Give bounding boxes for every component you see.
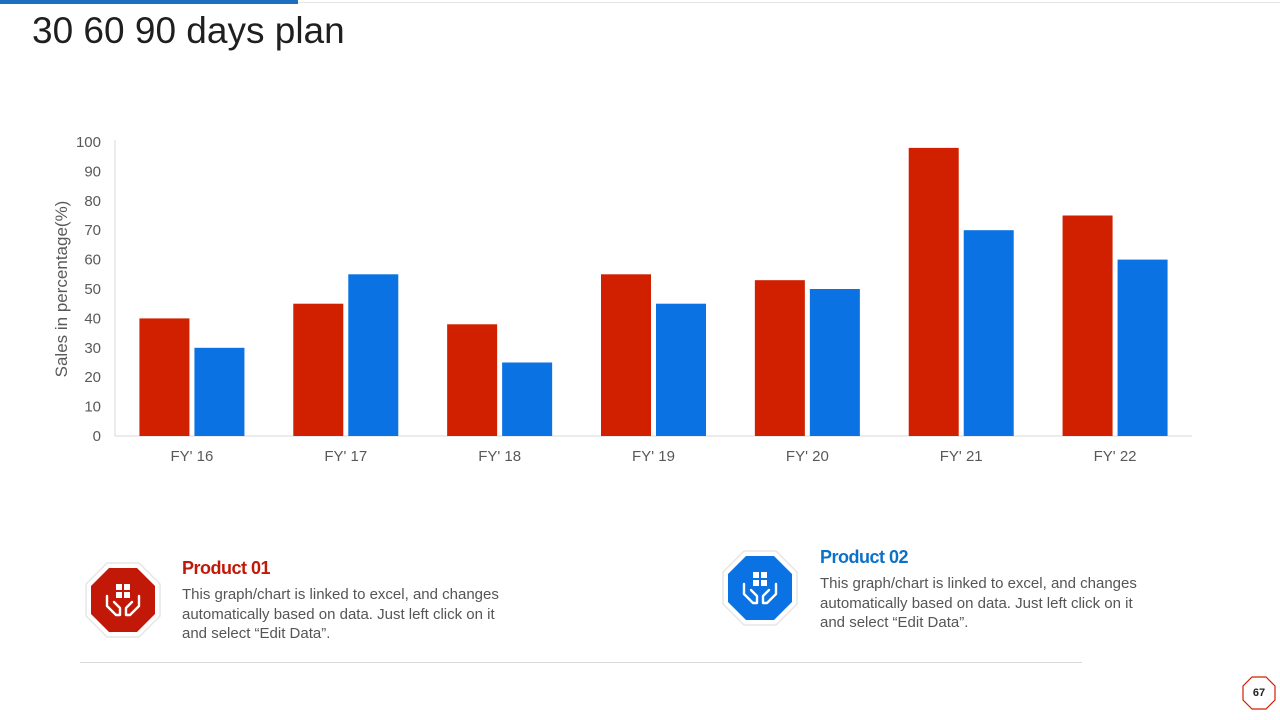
- bar-product-01: [754, 280, 805, 436]
- x-tick-label: FY' 19: [632, 448, 675, 465]
- y-tick-label: 10: [84, 399, 101, 416]
- bar-product-01: [908, 147, 959, 436]
- bar-product-01: [447, 324, 498, 436]
- bar-product-01: [293, 303, 344, 436]
- x-tick-label: FY' 16: [170, 448, 213, 465]
- product-02-name: Product 02: [820, 547, 909, 567]
- y-tick-label: 80: [84, 193, 101, 210]
- product-02-description: This graph/chart is linked to excel, and…: [820, 575, 1137, 631]
- product-02-badge: [722, 550, 798, 626]
- y-tick-label: 40: [84, 310, 101, 327]
- top-divider-line: [298, 2, 1280, 3]
- page-title: 30 60 90 days plan: [32, 10, 345, 51]
- y-tick-label: 70: [84, 222, 101, 239]
- bar-product-02: [963, 230, 1014, 436]
- x-tick-label: FY' 18: [478, 448, 521, 465]
- badge-octagon: [91, 568, 155, 632]
- page-number-badge: 67: [1242, 676, 1276, 710]
- y-tick-label: 0: [93, 428, 101, 445]
- y-tick-label: 90: [84, 163, 101, 180]
- y-tick-label: 20: [84, 369, 101, 386]
- product-01-badge: [85, 562, 161, 638]
- y-tick-label: 60: [84, 252, 101, 269]
- bar-chart: 0 10 20 30 40 50 60 70 80 90 100 Sales in percentag…: [52, 134, 1192, 465]
- bar-product-02: [502, 362, 553, 436]
- bar-product-02: [809, 289, 860, 436]
- box-in-hands-icon: [105, 583, 141, 617]
- product-01-block: Product 01 This graph/chart is linked to…: [182, 558, 542, 648]
- badge-octagon: [728, 556, 792, 620]
- x-tick-label: FY' 17: [324, 448, 367, 465]
- x-tick-label: FY' 21: [940, 448, 983, 465]
- page-number: 67: [1252, 687, 1266, 699]
- product-01-description: This graph/chart is linked to excel, and…: [182, 586, 499, 642]
- bar-product-02: [348, 274, 399, 436]
- x-tick-label: FY' 22: [1094, 448, 1137, 465]
- footer-divider: [80, 662, 1082, 663]
- y-tick-label: 30: [84, 340, 101, 357]
- page-number-octagon: [1242, 676, 1276, 710]
- bar-product-01: [1062, 215, 1113, 436]
- bar-product-01: [601, 274, 651, 436]
- y-tick-label: 50: [84, 281, 101, 298]
- top-accent-bar: [0, 0, 298, 4]
- product-02-block: Product 02 This graph/chart is linked to…: [820, 547, 1180, 637]
- box-in-hands-icon: [742, 571, 778, 605]
- bar-product-02: [194, 347, 245, 436]
- product-01-name: Product 01: [182, 558, 271, 578]
- x-tick-label: FY' 20: [786, 448, 829, 465]
- bar-product-02: [1117, 259, 1168, 436]
- y-tick-label: 100: [76, 134, 101, 151]
- y-axis-label: Sales in percentage(%): [52, 201, 71, 378]
- bar-product-02: [656, 303, 706, 436]
- bar-product-01: [139, 318, 190, 436]
